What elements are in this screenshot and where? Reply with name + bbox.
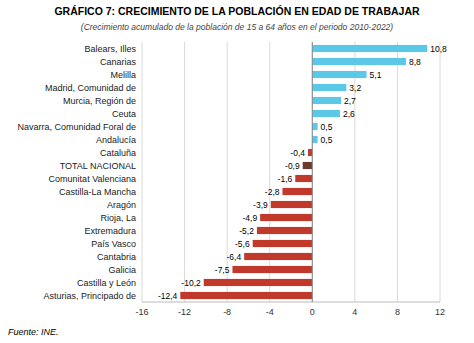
data-label: 0,5 [321,135,333,145]
category-label: Asturias, Principado de [43,291,136,301]
bar [253,240,313,247]
data-label: 0,5 [321,122,333,132]
tick-label: 0 [310,307,315,317]
bar [312,84,346,91]
data-label: -5,2 [239,226,254,236]
grid-line [312,42,313,302]
data-label: 2,6 [343,109,355,119]
category-label: Balears, Illes [84,44,136,54]
category-label: Cataluña [100,148,136,158]
bar [257,227,312,234]
data-label: -12,4 [158,291,178,301]
bar [303,162,313,169]
footer: Fuente: INE. [8,327,59,337]
category-label: Rioja, La [100,213,136,223]
data-label: -3,9 [253,200,268,210]
tick-label: 12 [435,307,445,317]
category-label: TOTAL NACIONAL [60,161,136,171]
tick-label: -12 [178,307,191,317]
x-axis [142,302,440,303]
grid-line [142,42,143,302]
bar [312,110,340,117]
data-label: 8,8 [409,57,421,67]
bar [295,175,312,182]
data-label: -10,2 [181,278,201,288]
category-label: Castilla-La Mancha [59,187,136,197]
bar [308,149,312,156]
data-label: 3,2 [349,83,361,93]
bar [204,279,313,286]
category-label: Canarias [100,57,137,67]
data-label: -0,9 [285,161,300,171]
grid [142,42,440,302]
bars [180,45,427,299]
tick-label: 8 [395,307,400,317]
category-label: Navarra, Comunidad Foral de [17,122,136,132]
bar [312,123,317,130]
bar [312,58,406,65]
category-label: Melilla [110,70,136,80]
category-label: Extremadura [84,226,136,236]
bar [180,292,312,299]
category-label: Comunitat Valenciana [49,174,136,184]
tick-label: -8 [223,307,231,317]
grid-line [354,42,355,302]
grid-line [227,42,228,302]
category-label: Galicia [108,265,136,275]
data-label: -1,6 [278,174,293,184]
data-label: -2,8 [265,187,280,197]
bar [244,253,312,260]
grid-line [269,42,270,302]
category-label: Castilla y León [77,278,136,288]
bar [312,45,427,52]
category-label: Cantabria [97,252,136,262]
bar [312,71,366,78]
category-label: Murcia, Región de [63,96,136,106]
category-label: Andalucía [96,135,136,145]
grid-line [397,42,398,302]
subtitle: (Crecimiento acumulado de la población d… [81,22,394,32]
bar [232,266,312,273]
data-label: 5,1 [370,70,382,80]
data-label: -0,4 [290,148,305,158]
bar [260,214,312,221]
data-label: 10,8 [430,44,447,54]
category-label: País Vasco [91,239,136,249]
chart: GRÁFICO 7: CRECIMIENTO DE LA POBLACIÓN E… [0,0,474,343]
data-label: -6,4 [227,252,242,262]
tick-label: -16 [135,307,148,317]
bar [282,188,312,195]
data-label: -5,6 [235,239,250,249]
data-label: -7,5 [215,265,230,275]
bar [312,136,317,143]
tick-label: 4 [352,307,357,317]
data-label: 2,7 [344,96,356,106]
grid-line [184,42,185,302]
category-label: Madrid, Comunidad de [45,83,136,93]
bar [271,201,313,208]
bar [312,97,341,104]
title: GRÁFICO 7: CRECIMIENTO DE LA POBLACIÓN E… [54,5,420,17]
zero-line [312,42,313,302]
grid-line [440,42,441,302]
tick-label: -4 [266,307,274,317]
category-label: Ceuta [112,109,136,119]
category-label: Aragón [107,200,136,210]
data-label: -4,9 [242,213,257,223]
